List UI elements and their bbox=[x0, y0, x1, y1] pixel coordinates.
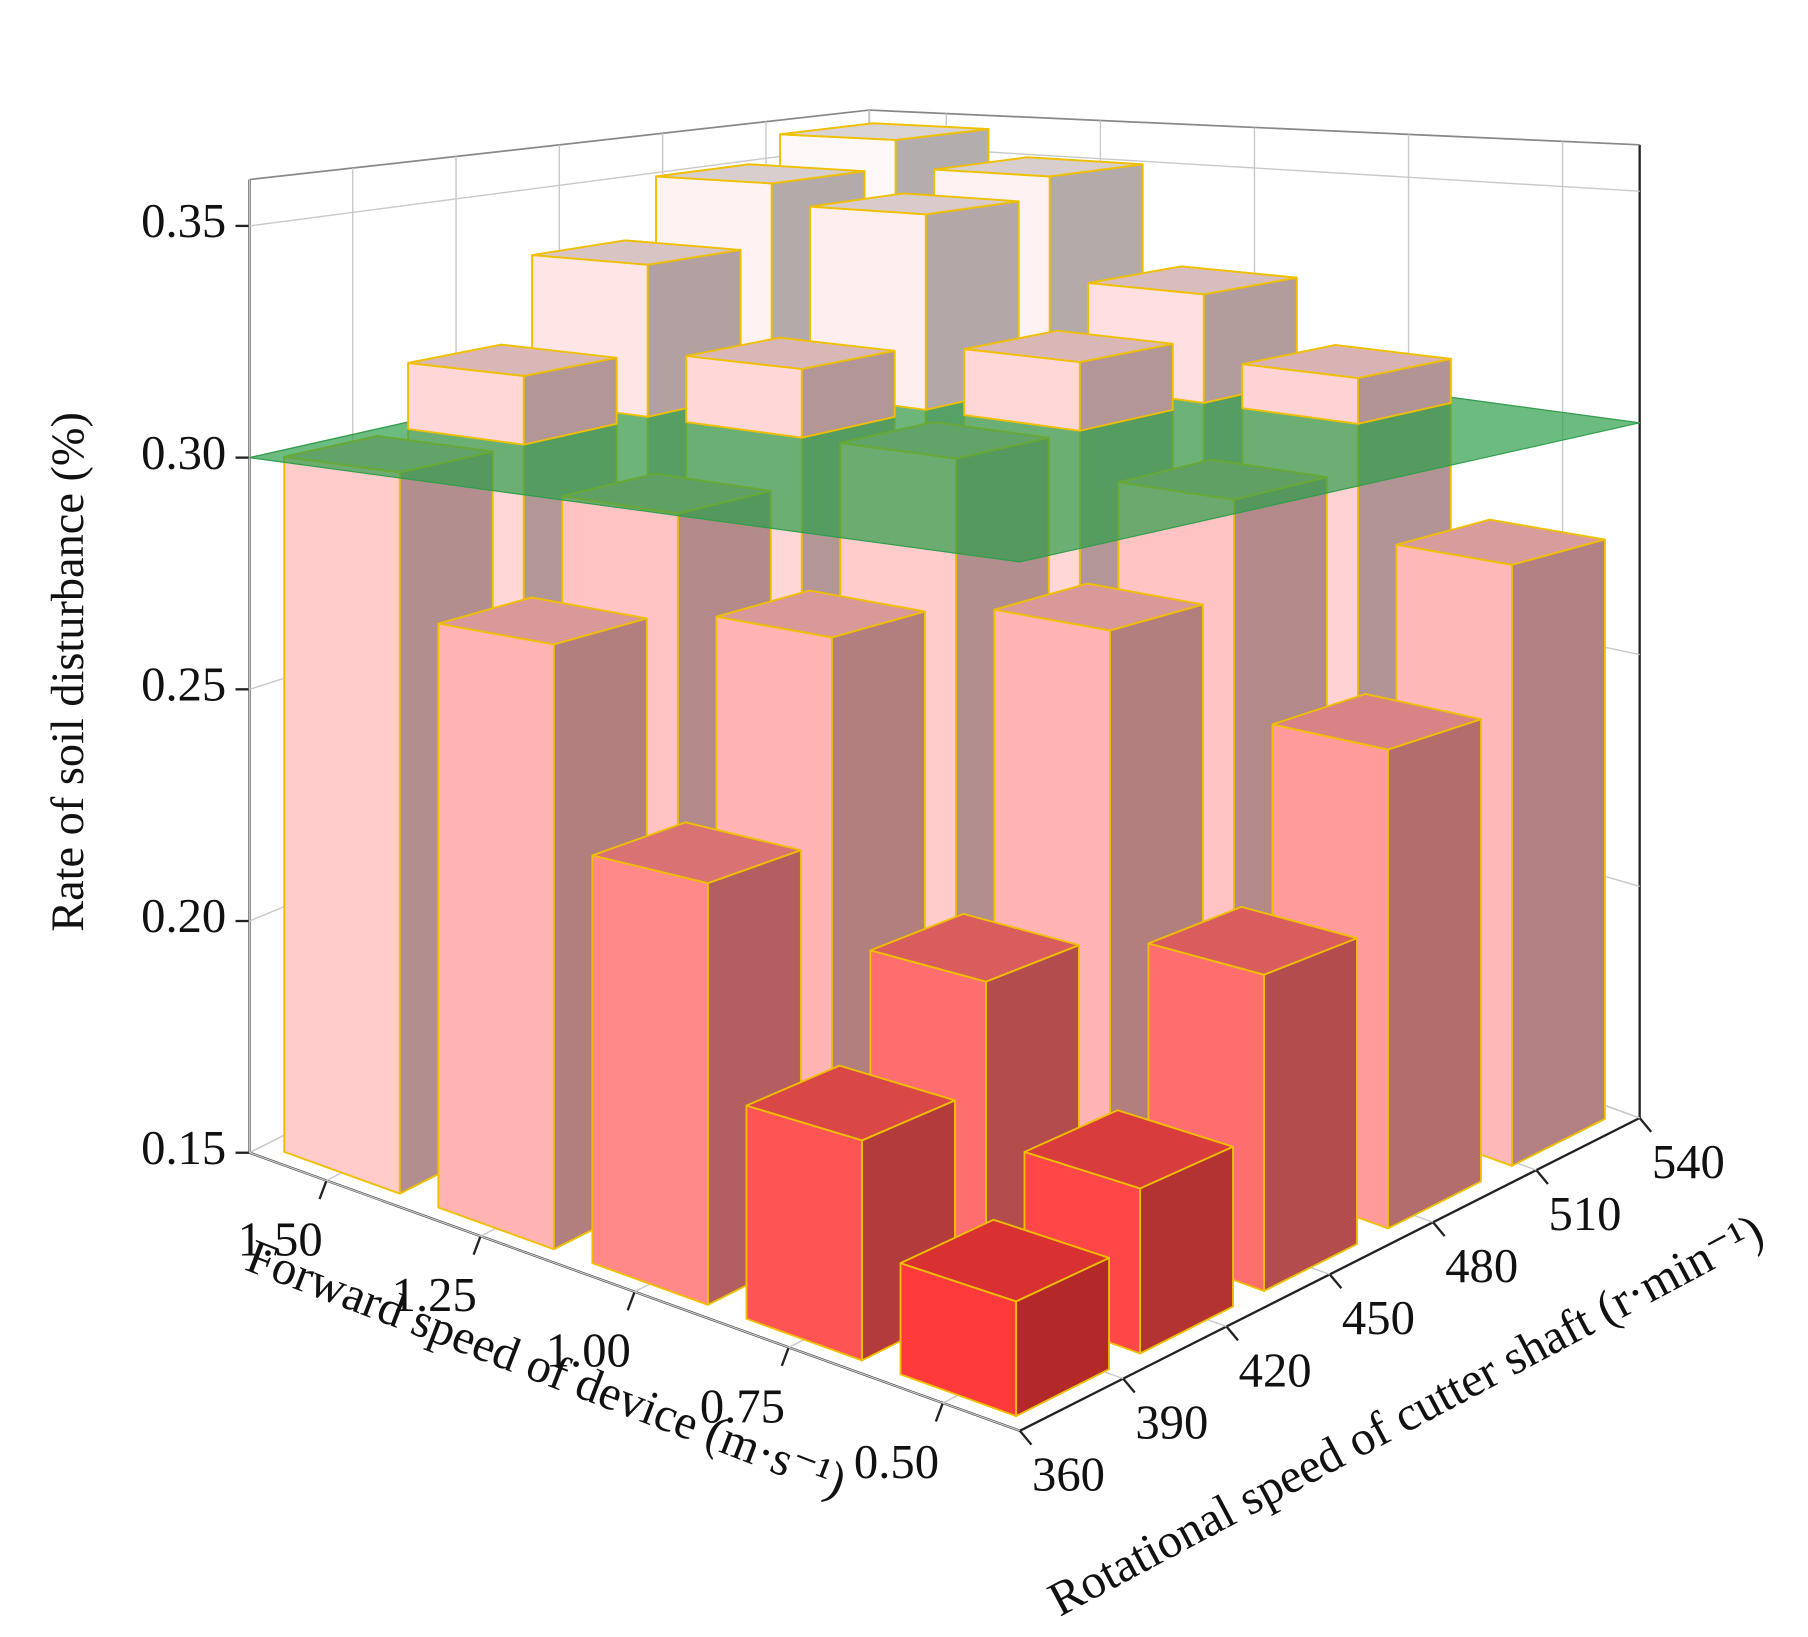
x-tick-label: 0.75 bbox=[700, 1379, 785, 1433]
bar-top bbox=[1023, 1109, 1234, 1190]
bar-top bbox=[1395, 518, 1606, 566]
bar-top bbox=[655, 163, 866, 185]
bar bbox=[899, 1218, 1110, 1417]
bar-top bbox=[407, 343, 618, 377]
tick-mark bbox=[780, 1346, 790, 1367]
z-tick-label: 0.25 bbox=[141, 657, 226, 711]
bar-top bbox=[715, 589, 926, 639]
bar-face-right bbox=[1263, 937, 1358, 1292]
bar-top bbox=[591, 821, 802, 885]
bar-top bbox=[1271, 693, 1482, 751]
bar-face-left bbox=[745, 1104, 863, 1362]
tick-mark bbox=[1432, 1221, 1446, 1237]
bar-top bbox=[899, 1218, 1110, 1303]
y-tick-label: 540 bbox=[1652, 1135, 1725, 1189]
bar-face-left bbox=[283, 455, 401, 1195]
tick-mark bbox=[318, 1180, 328, 1200]
x-tick-label: 1.25 bbox=[392, 1268, 477, 1322]
x-tick-label: 1.00 bbox=[546, 1324, 631, 1378]
tick-mark bbox=[626, 1291, 636, 1311]
bar-top bbox=[531, 239, 742, 266]
tick-mark bbox=[1018, 1430, 1033, 1446]
grid-line bbox=[249, 1152, 1021, 1432]
bar-top bbox=[745, 1064, 956, 1142]
tick-mark bbox=[1535, 1169, 1549, 1185]
z-tick-label: 0.20 bbox=[141, 889, 226, 943]
y-tick-label: 510 bbox=[1549, 1187, 1622, 1241]
tick-mark bbox=[1122, 1377, 1136, 1394]
bar-top bbox=[993, 582, 1204, 632]
bar-top bbox=[437, 596, 648, 646]
bar-face-right bbox=[1511, 538, 1606, 1167]
bar-above-plane bbox=[963, 329, 1174, 432]
bar-top bbox=[779, 122, 990, 141]
y-tick-label: 450 bbox=[1342, 1291, 1415, 1345]
bar-top bbox=[685, 336, 896, 370]
y-tick-label: 360 bbox=[1032, 1448, 1105, 1502]
bar-above-plane bbox=[1241, 344, 1452, 425]
z-tick-label: 0.35 bbox=[141, 194, 226, 248]
bar-top bbox=[1087, 265, 1298, 296]
bar-top bbox=[1147, 905, 1358, 976]
bar-above-plane bbox=[685, 336, 896, 439]
bar-face-left bbox=[437, 622, 555, 1251]
bar-top bbox=[809, 192, 1020, 216]
bar-top bbox=[963, 329, 1174, 363]
bar bbox=[1147, 905, 1358, 1292]
bar-above-plane bbox=[407, 343, 618, 446]
y-tick-label: 420 bbox=[1239, 1343, 1312, 1397]
tick-mark bbox=[1638, 1117, 1653, 1133]
x-tick-label: 0.50 bbox=[854, 1435, 939, 1489]
tick-mark bbox=[1225, 1325, 1239, 1342]
z-tick-label: 0.15 bbox=[141, 1121, 226, 1175]
z-tick-label: 0.30 bbox=[141, 426, 226, 480]
x-tick-label: 1.50 bbox=[238, 1212, 323, 1266]
y-tick-label: 390 bbox=[1135, 1395, 1208, 1449]
bar-top bbox=[1241, 344, 1452, 379]
tick-mark bbox=[1328, 1273, 1343, 1290]
tick-mark bbox=[934, 1402, 944, 1422]
y-tick-label: 480 bbox=[1445, 1239, 1518, 1293]
tick-mark bbox=[472, 1235, 482, 1256]
z-axis-title: Rate of soil disturbance (%) bbox=[43, 412, 94, 932]
bar-top bbox=[869, 912, 1080, 983]
bar-face-right bbox=[1387, 718, 1482, 1230]
bar-face-left bbox=[591, 854, 709, 1306]
bar-top bbox=[933, 156, 1144, 178]
